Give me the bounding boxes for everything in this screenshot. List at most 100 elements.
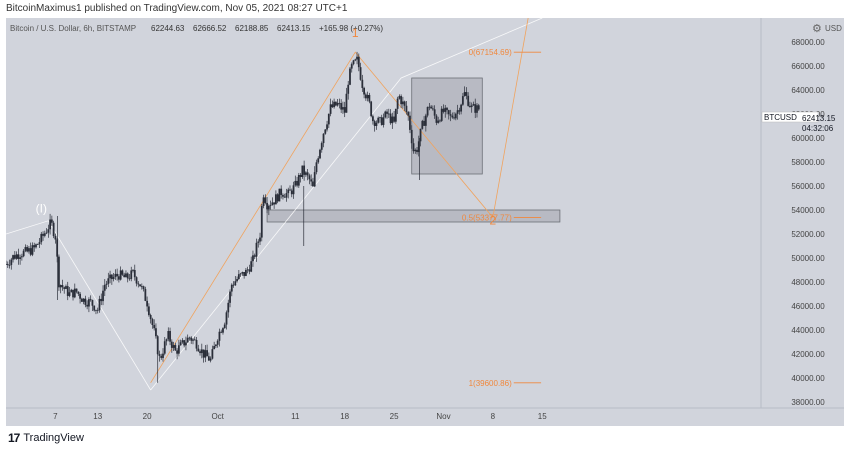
candle-body: [477, 105, 480, 110]
candle-body: [349, 68, 351, 85]
candle-body: [112, 276, 115, 280]
candle-body: [306, 172, 309, 176]
candle-body: [237, 274, 240, 280]
y-tick-label: 38000.00: [791, 398, 825, 407]
fib-level-label: 0.5(53377.77): [462, 213, 512, 222]
y-tick-label: 44000.00: [791, 326, 825, 335]
candle-body: [207, 356, 210, 361]
candle-body: [398, 96, 401, 99]
y-tick-label: 56000.00: [791, 182, 825, 191]
brand-name: TradingView: [23, 432, 84, 444]
x-tick-label: 25: [390, 412, 399, 421]
y-tick-label: 64000.00: [791, 86, 825, 95]
candle-body: [384, 111, 387, 118]
candle-body: [266, 202, 268, 210]
candle-body: [117, 276, 120, 280]
candle-body: [363, 87, 365, 95]
candle-body: [125, 273, 127, 278]
candle-body: [8, 264, 11, 266]
candle-body: [58, 256, 60, 288]
candle-body: [368, 94, 371, 102]
x-tick-label: 15: [538, 412, 547, 421]
publisher-text: BitcoinMaximus1 published on TradingView…: [6, 3, 348, 14]
candle-body: [417, 141, 420, 153]
candle-body: [204, 350, 207, 358]
candle-body: [59, 285, 62, 288]
candle-body: [40, 233, 43, 243]
candle-body: [174, 345, 177, 351]
candle-body: [243, 272, 246, 276]
candle-body: [158, 354, 161, 356]
candle-body: [102, 290, 104, 302]
y-tick-label: 60000.00: [791, 134, 825, 143]
candle-body: [412, 143, 415, 152]
candle-body: [202, 349, 205, 358]
candle-body: [278, 188, 281, 202]
chart-frame[interactable]: Bitcoin / U.S. Dollar, 6h, BITSTAMP 6224…: [6, 18, 844, 426]
countdown-label: 04:32:06: [802, 124, 834, 133]
candle-body: [324, 129, 327, 134]
zone-rectangle: [411, 77, 483, 175]
x-tick-label: 11: [291, 412, 300, 421]
candle-body: [456, 110, 459, 114]
candle-body: [239, 273, 242, 275]
candle-body: [250, 261, 253, 272]
candle-body: [426, 107, 429, 116]
y-tick-label: 46000.00: [791, 302, 825, 311]
candle-body: [162, 353, 164, 358]
candle-body: [421, 120, 424, 129]
candle-body: [290, 190, 293, 195]
candle-body: [409, 115, 411, 130]
candle-body: [444, 107, 447, 112]
y-tick-label: 42000.00: [791, 350, 825, 359]
tradingview-logo-icon: 17: [8, 431, 20, 445]
candle-body: [119, 270, 122, 280]
candle-body: [28, 248, 30, 252]
candle-body: [45, 232, 48, 234]
candle-body: [31, 245, 34, 255]
candle-body: [75, 288, 78, 292]
candle-body: [416, 149, 418, 153]
ohlc-o: 62244.63: [151, 24, 185, 33]
btc-chart[interactable]: Bitcoin / U.S. Dollar, 6h, BITSTAMP 6224…: [6, 18, 844, 426]
candle-body: [255, 242, 258, 257]
candle-body: [54, 236, 57, 240]
candle-body: [213, 346, 216, 350]
gear-icon[interactable]: ⚙: [812, 23, 822, 35]
y-tick-label: 50000.00: [791, 254, 825, 263]
candle-body: [326, 124, 328, 130]
candle-body: [200, 349, 203, 354]
candle-body: [269, 205, 272, 206]
candle-body: [338, 102, 341, 104]
candle-body: [285, 193, 288, 198]
candle-body: [439, 120, 441, 122]
candle-body: [419, 128, 422, 142]
candle-body: [114, 273, 117, 277]
candle-body: [177, 345, 180, 354]
candle-body: [218, 331, 221, 341]
candle-body: [163, 341, 166, 354]
candle-body: [386, 111, 388, 114]
candle-body: [336, 102, 339, 106]
candle-body: [6, 264, 7, 265]
candle-body: [253, 255, 256, 257]
candle-body: [140, 286, 143, 288]
candle-body: [287, 189, 290, 194]
candle-body: [149, 314, 152, 320]
candle-body: [414, 149, 417, 152]
candle-body: [110, 274, 113, 280]
candle-body: [133, 270, 136, 278]
candle-body: [199, 351, 201, 354]
wave-line: [6, 220, 151, 391]
candle-body: [234, 281, 237, 286]
candle-body: [304, 172, 307, 175]
symbol-label: BTCUSD: [764, 113, 797, 122]
candle-body: [100, 298, 103, 302]
candle-body: [225, 312, 228, 325]
candle-body: [29, 248, 32, 255]
candle-body: [192, 339, 194, 341]
candle-body: [105, 283, 108, 285]
wave-label: 2: [490, 213, 497, 227]
chart-title: Bitcoin / U.S. Dollar, 6h, BITSTAMP: [10, 24, 136, 33]
candle-body: [474, 104, 477, 113]
